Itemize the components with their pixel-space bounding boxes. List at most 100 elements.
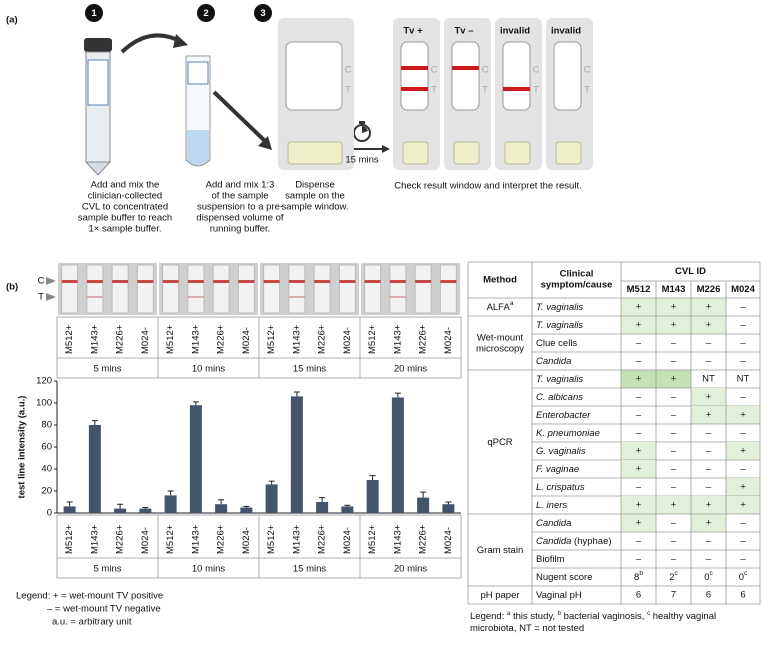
bar: [417, 497, 430, 513]
tube-1: [84, 38, 112, 176]
method-sup: a: [510, 300, 514, 307]
symptom-cell: Candida: [536, 518, 571, 529]
cell: –: [740, 428, 746, 439]
cell: +: [636, 374, 642, 385]
cell: +: [636, 500, 642, 511]
x-tick-label: M143+: [89, 324, 100, 354]
strip-mark: C: [345, 65, 352, 76]
error-bar: [420, 491, 427, 498]
x-tick-label: M226+: [216, 524, 227, 554]
photo-t-line: [389, 296, 406, 298]
group-label: 5 mins: [94, 364, 122, 375]
cell-shade: [726, 478, 760, 496]
x-tick-label: M512+: [64, 324, 75, 354]
error-bar: [268, 480, 275, 485]
symptom-cell: Enterobacter: [536, 410, 591, 421]
cell: –: [740, 554, 746, 565]
photo-strip: [414, 264, 432, 314]
cell-shade: [656, 298, 691, 316]
control-line: [452, 66, 479, 70]
cell: –: [671, 554, 677, 565]
symptom-text: L. crispatus: [536, 482, 585, 493]
cell: +: [706, 518, 712, 529]
cell: +: [671, 320, 677, 331]
cell-value: 0: [704, 572, 709, 583]
cell: 6: [636, 590, 641, 601]
step-number: 3: [260, 8, 265, 19]
step-caption: sample buffer to reach: [78, 213, 172, 224]
symptom-text: T. vaginalis: [536, 302, 583, 313]
cell: –: [706, 338, 712, 349]
legend-part: healthy vaginal: [650, 611, 716, 622]
cell-shade: [621, 496, 656, 514]
x-tick-label: M226+: [317, 324, 328, 354]
cell: –: [740, 320, 746, 331]
x-tick-label: M512+: [165, 524, 176, 554]
symptom-text: T. vaginalis: [536, 374, 583, 385]
cell: –: [636, 410, 642, 421]
legend-sup: b: [558, 611, 562, 617]
step-badge: [85, 4, 103, 22]
group-label: 10 mins: [192, 364, 226, 375]
panel-label: (b): [6, 282, 18, 293]
cell: NT: [702, 374, 715, 385]
cell: –: [740, 536, 746, 547]
header-cell: Clinical: [560, 269, 594, 280]
cell: –: [671, 446, 677, 457]
strip-mark: T: [345, 85, 351, 96]
cell: –: [706, 536, 712, 547]
symptom-cell: Candida (hyphae): [536, 536, 612, 547]
arrow-head: [258, 136, 272, 150]
photo-strip: [136, 264, 154, 314]
step-number: 1: [91, 8, 97, 19]
error-bar: [218, 499, 225, 505]
photo-strip: [61, 264, 79, 314]
photo-c-line: [112, 280, 129, 283]
photo-c-line: [86, 280, 103, 283]
error-bar: [243, 505, 250, 508]
photo-strip: [162, 264, 180, 314]
tube-2: [185, 55, 211, 167]
sample-well: [555, 141, 582, 165]
cell-value: 8: [634, 572, 639, 583]
cell: +: [636, 320, 642, 331]
strip-mark: C: [584, 65, 591, 76]
cell: –: [706, 482, 712, 493]
cell: 0c: [704, 570, 713, 583]
method-cell: Gram stain: [477, 545, 523, 556]
cell: –: [636, 536, 642, 547]
cell-sup: c: [710, 570, 714, 577]
photo-c-line: [288, 280, 305, 283]
method-text: Gram stain: [477, 545, 523, 556]
x-tick-label: M143+: [89, 524, 100, 554]
symptom-text: Candida: [536, 536, 571, 547]
test-line: [401, 87, 428, 91]
strip-mark: T: [482, 85, 488, 96]
photo-strip: [389, 264, 407, 314]
cell-shade: [656, 496, 691, 514]
header-cell: M024: [731, 284, 755, 295]
y-axis-label: test line intensity (a.u.): [17, 396, 28, 499]
symptom-cell: Nugent score: [536, 572, 593, 583]
result-window: [502, 41, 531, 111]
bar: [88, 425, 101, 513]
result-caption: Check result window and interpret the re…: [394, 181, 581, 192]
x-tick-label: M024-: [443, 327, 454, 354]
y-tick-label: 60: [41, 442, 52, 453]
bar: [189, 405, 202, 513]
bar: [316, 502, 329, 513]
bar: [391, 397, 404, 513]
bar: [139, 508, 152, 513]
step-caption: suspension to a pre-: [197, 202, 283, 213]
error-bar: [117, 503, 124, 509]
cell: 2c: [669, 570, 678, 583]
photo-marker: [46, 277, 56, 285]
photo-strip: [212, 264, 230, 314]
group-label: 5 mins: [94, 564, 122, 575]
step-caption: dispensed volume of: [196, 213, 283, 224]
result-window: [285, 41, 343, 111]
symptom-text: Enterobacter: [536, 410, 591, 421]
method-text: pH paper: [480, 590, 519, 601]
x-tick-label: M143+: [190, 524, 201, 554]
